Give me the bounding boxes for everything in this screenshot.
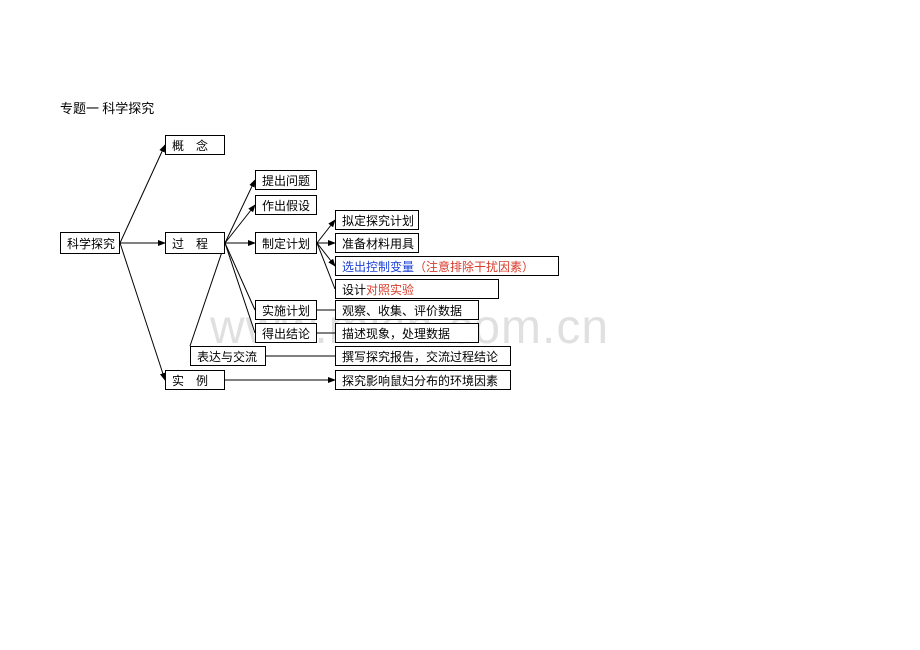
label: 探究影响鼠妇分布的环境因素 [342, 372, 498, 389]
label: 准备材料用具 [342, 235, 414, 252]
label: 表达与交流 [197, 348, 257, 365]
node-tanjiu: 探究影响鼠妇分布的环境因素 [335, 370, 511, 390]
node-concept: 概 念 [165, 135, 225, 155]
node-tichu: 提出问题 [255, 170, 317, 190]
node-zuochu: 作出假设 [255, 195, 317, 215]
page-title: 专题一 科学探究 [60, 98, 154, 117]
label: 概 念 [172, 137, 208, 154]
label: 过 程 [172, 235, 208, 252]
node-zhunbei: 准备材料用具 [335, 233, 419, 253]
node-zhuanxie: 撰写探究报告，交流过程结论 [335, 346, 511, 366]
label: 实 例 [172, 372, 208, 389]
label: 制定计划 [262, 235, 310, 252]
label: 描述现象，处理数据 [342, 325, 450, 342]
label: 拟定探究计划 [342, 212, 414, 229]
node-shishi: 实施计划 [255, 300, 317, 320]
node-dechu: 得出结论 [255, 323, 317, 343]
node-process: 过 程 [165, 232, 225, 254]
node-guancha: 观察、收集、评价数据 [335, 300, 479, 320]
label-pre: 选出控制变量 [342, 258, 414, 275]
label: 得出结论 [262, 325, 310, 342]
label: 提出问题 [262, 172, 310, 189]
node-root: 科学探究 [60, 232, 120, 254]
label: 科学探究 [67, 235, 115, 252]
label-highlight: 对照实验 [366, 281, 414, 298]
node-example: 实 例 [165, 370, 225, 390]
label: 作出假设 [262, 197, 310, 214]
label-highlight: （注意排除干扰因素） [414, 258, 534, 275]
node-miaoshu: 描述现象，处理数据 [335, 323, 479, 343]
label-pre: 设计 [342, 281, 366, 298]
label: 撰写探究报告，交流过程结论 [342, 348, 498, 365]
node-biaoda: 表达与交流 [190, 346, 266, 366]
node-sheji: 设计对照实验 [335, 279, 499, 299]
node-nidingtanjiu: 拟定探究计划 [335, 210, 419, 230]
node-xuanchu: 选出控制变量（注意排除干扰因素） [335, 256, 559, 276]
label: 实施计划 [262, 302, 310, 319]
node-zhiding: 制定计划 [255, 232, 317, 254]
label: 观察、收集、评价数据 [342, 302, 462, 319]
